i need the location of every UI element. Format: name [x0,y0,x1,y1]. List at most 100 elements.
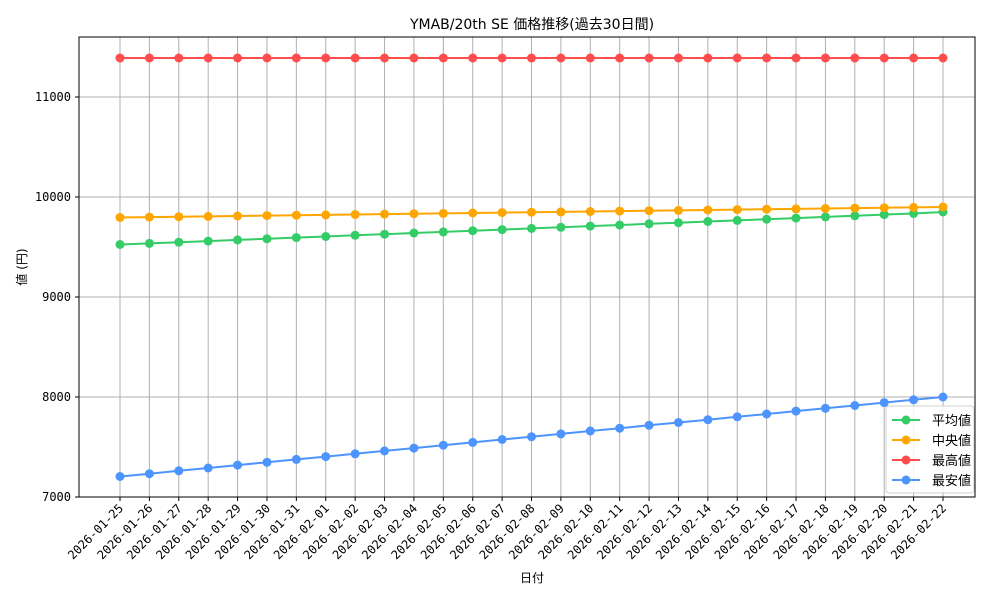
data-point [732,205,742,215]
data-point [468,53,478,63]
data-point [380,209,390,219]
data-point [556,429,566,439]
data-point [556,53,566,63]
data-point [438,227,448,237]
data-point [762,214,772,224]
data-point [673,53,683,63]
data-point [527,432,536,442]
y-tick-label: 8000 [42,390,71,404]
legend-entry: 平均値 [932,413,971,429]
data-point [644,420,654,430]
data-point [879,398,889,408]
data-point [350,230,360,240]
data-point [115,472,125,481]
data-point [791,204,801,214]
legend-entry: 中央値 [932,433,971,449]
data-point [556,222,566,232]
data-point [791,53,801,63]
data-point [144,53,154,63]
data-point [732,53,742,63]
data-point [233,211,243,221]
data-point [174,466,184,476]
y-tick-label: 11000 [35,90,71,104]
data-point [115,53,125,63]
data-point [879,210,889,220]
data-point [233,235,243,245]
data-point [291,53,301,63]
data-point [497,53,507,63]
data-point [174,237,184,247]
data-point [350,210,360,219]
data-point [938,53,948,63]
data-point [144,469,154,479]
data-point [556,207,566,217]
data-point [644,206,654,216]
data-point [262,53,272,63]
data-point [850,401,860,410]
data-point [174,53,184,63]
grid [79,37,975,497]
data-point [703,53,713,63]
data-point [291,210,301,220]
data-point [703,415,713,425]
data-point [879,53,889,63]
data-point [732,215,742,225]
data-point [203,211,213,221]
data-point [938,392,948,402]
data-point [409,209,419,219]
data-point [438,53,448,63]
plot-frame [78,36,976,498]
data-point [909,202,919,212]
data-point [820,403,830,413]
data-point [497,208,507,218]
data-point [115,213,125,222]
data-point [438,208,448,218]
data-point [732,412,742,422]
data-point [262,234,272,244]
data-point [938,202,948,212]
data-point [291,454,301,464]
data-point [585,53,595,63]
data-point [791,213,801,223]
data-point [762,53,772,63]
data-point [850,211,860,221]
data-point [203,53,213,63]
data-point [203,463,213,473]
data-point [850,53,860,63]
x-axis-label: 日付 [520,571,544,585]
data-point [409,228,419,238]
data-point [321,210,331,220]
data-point [144,238,154,248]
data-point [762,409,772,419]
data-point [791,406,801,416]
data-point [233,53,243,63]
data-point [615,53,625,63]
data-point [703,217,713,226]
data-point [321,53,331,63]
data-point [820,53,830,63]
y-axis: 7000 8000 9000 10000 11000 [35,90,79,504]
x-axis: 2026-01-252026-01-262026-01-272026-01-28… [65,497,949,562]
series-lines [115,53,948,481]
data-point [115,240,125,249]
data-point [497,225,507,235]
data-point [820,212,830,222]
data-point [762,204,772,214]
data-point [909,395,919,405]
data-point [673,205,683,215]
data-point [409,443,419,453]
data-point [174,212,184,222]
data-point [321,452,331,462]
data-point [380,229,390,239]
data-point [673,218,683,228]
data-point [879,203,889,213]
data-point [468,208,478,218]
legend-entry: 最安値 [932,473,971,489]
data-point [673,418,683,427]
data-point [468,437,478,447]
legend-entry: 最高値 [932,453,971,469]
data-point [321,232,331,241]
data-point [703,205,713,215]
